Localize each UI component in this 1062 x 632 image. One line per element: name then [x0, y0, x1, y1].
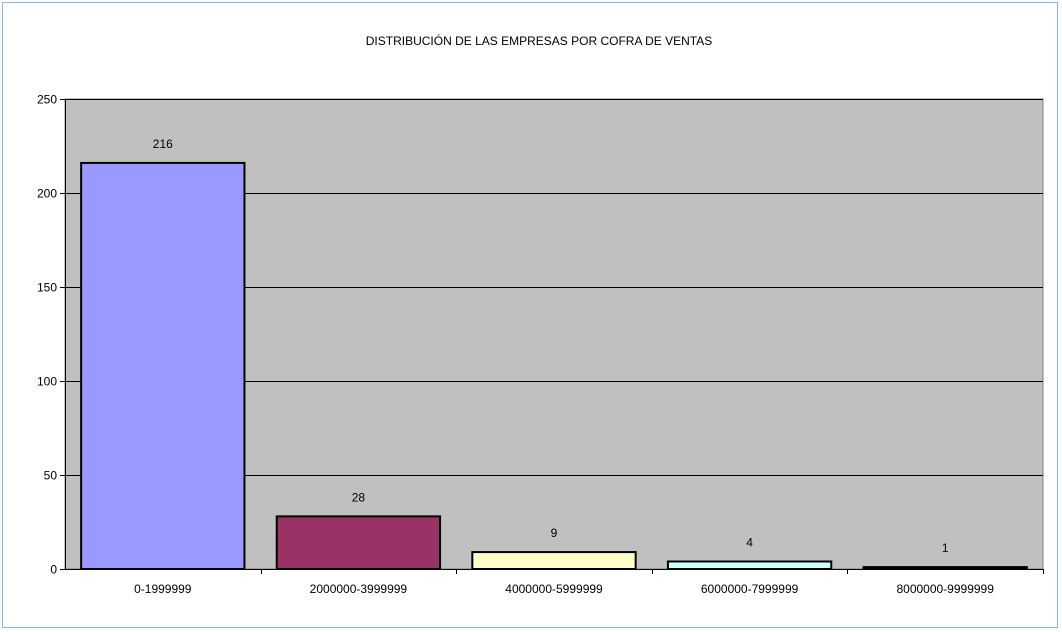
chart-title: DISTRIBUCIÓN DE LAS EMPRESAS POR COFRA D…	[366, 33, 713, 48]
data-label: 1	[942, 541, 949, 555]
y-tick-label: 200	[37, 187, 57, 201]
bar	[471, 551, 637, 571]
plot-area: 0 50 100 150 200 250 216 0-1999999 28 2000000-399…	[37, 93, 1044, 596]
x-tick-label: 0-1999999	[134, 582, 192, 596]
bar-chart: DISTRIBUCIÓN DE LAS EMPRESAS POR COFRA D…	[37, 33, 1044, 596]
bar	[666, 560, 833, 570]
y-tick-label: 250	[37, 93, 57, 107]
y-tick-label: 100	[37, 375, 57, 389]
data-label: 28	[352, 490, 366, 504]
data-label: 9	[551, 526, 558, 540]
y-tick-label: 150	[37, 281, 57, 295]
x-tick-label: 4000000-5999999	[505, 582, 603, 596]
bar	[275, 515, 442, 570]
data-label: 4	[746, 535, 753, 549]
bar	[80, 161, 246, 570]
y-tick-label: 50	[44, 469, 58, 483]
bar	[862, 566, 1028, 570]
y-tick-label: 0	[50, 563, 57, 577]
x-tick-label: 6000000-7999999	[701, 582, 799, 596]
x-tick-label: 2000000-3999999	[310, 582, 408, 596]
data-label: 216	[153, 137, 173, 151]
x-tick-label: 8000000-9999999	[896, 582, 994, 596]
